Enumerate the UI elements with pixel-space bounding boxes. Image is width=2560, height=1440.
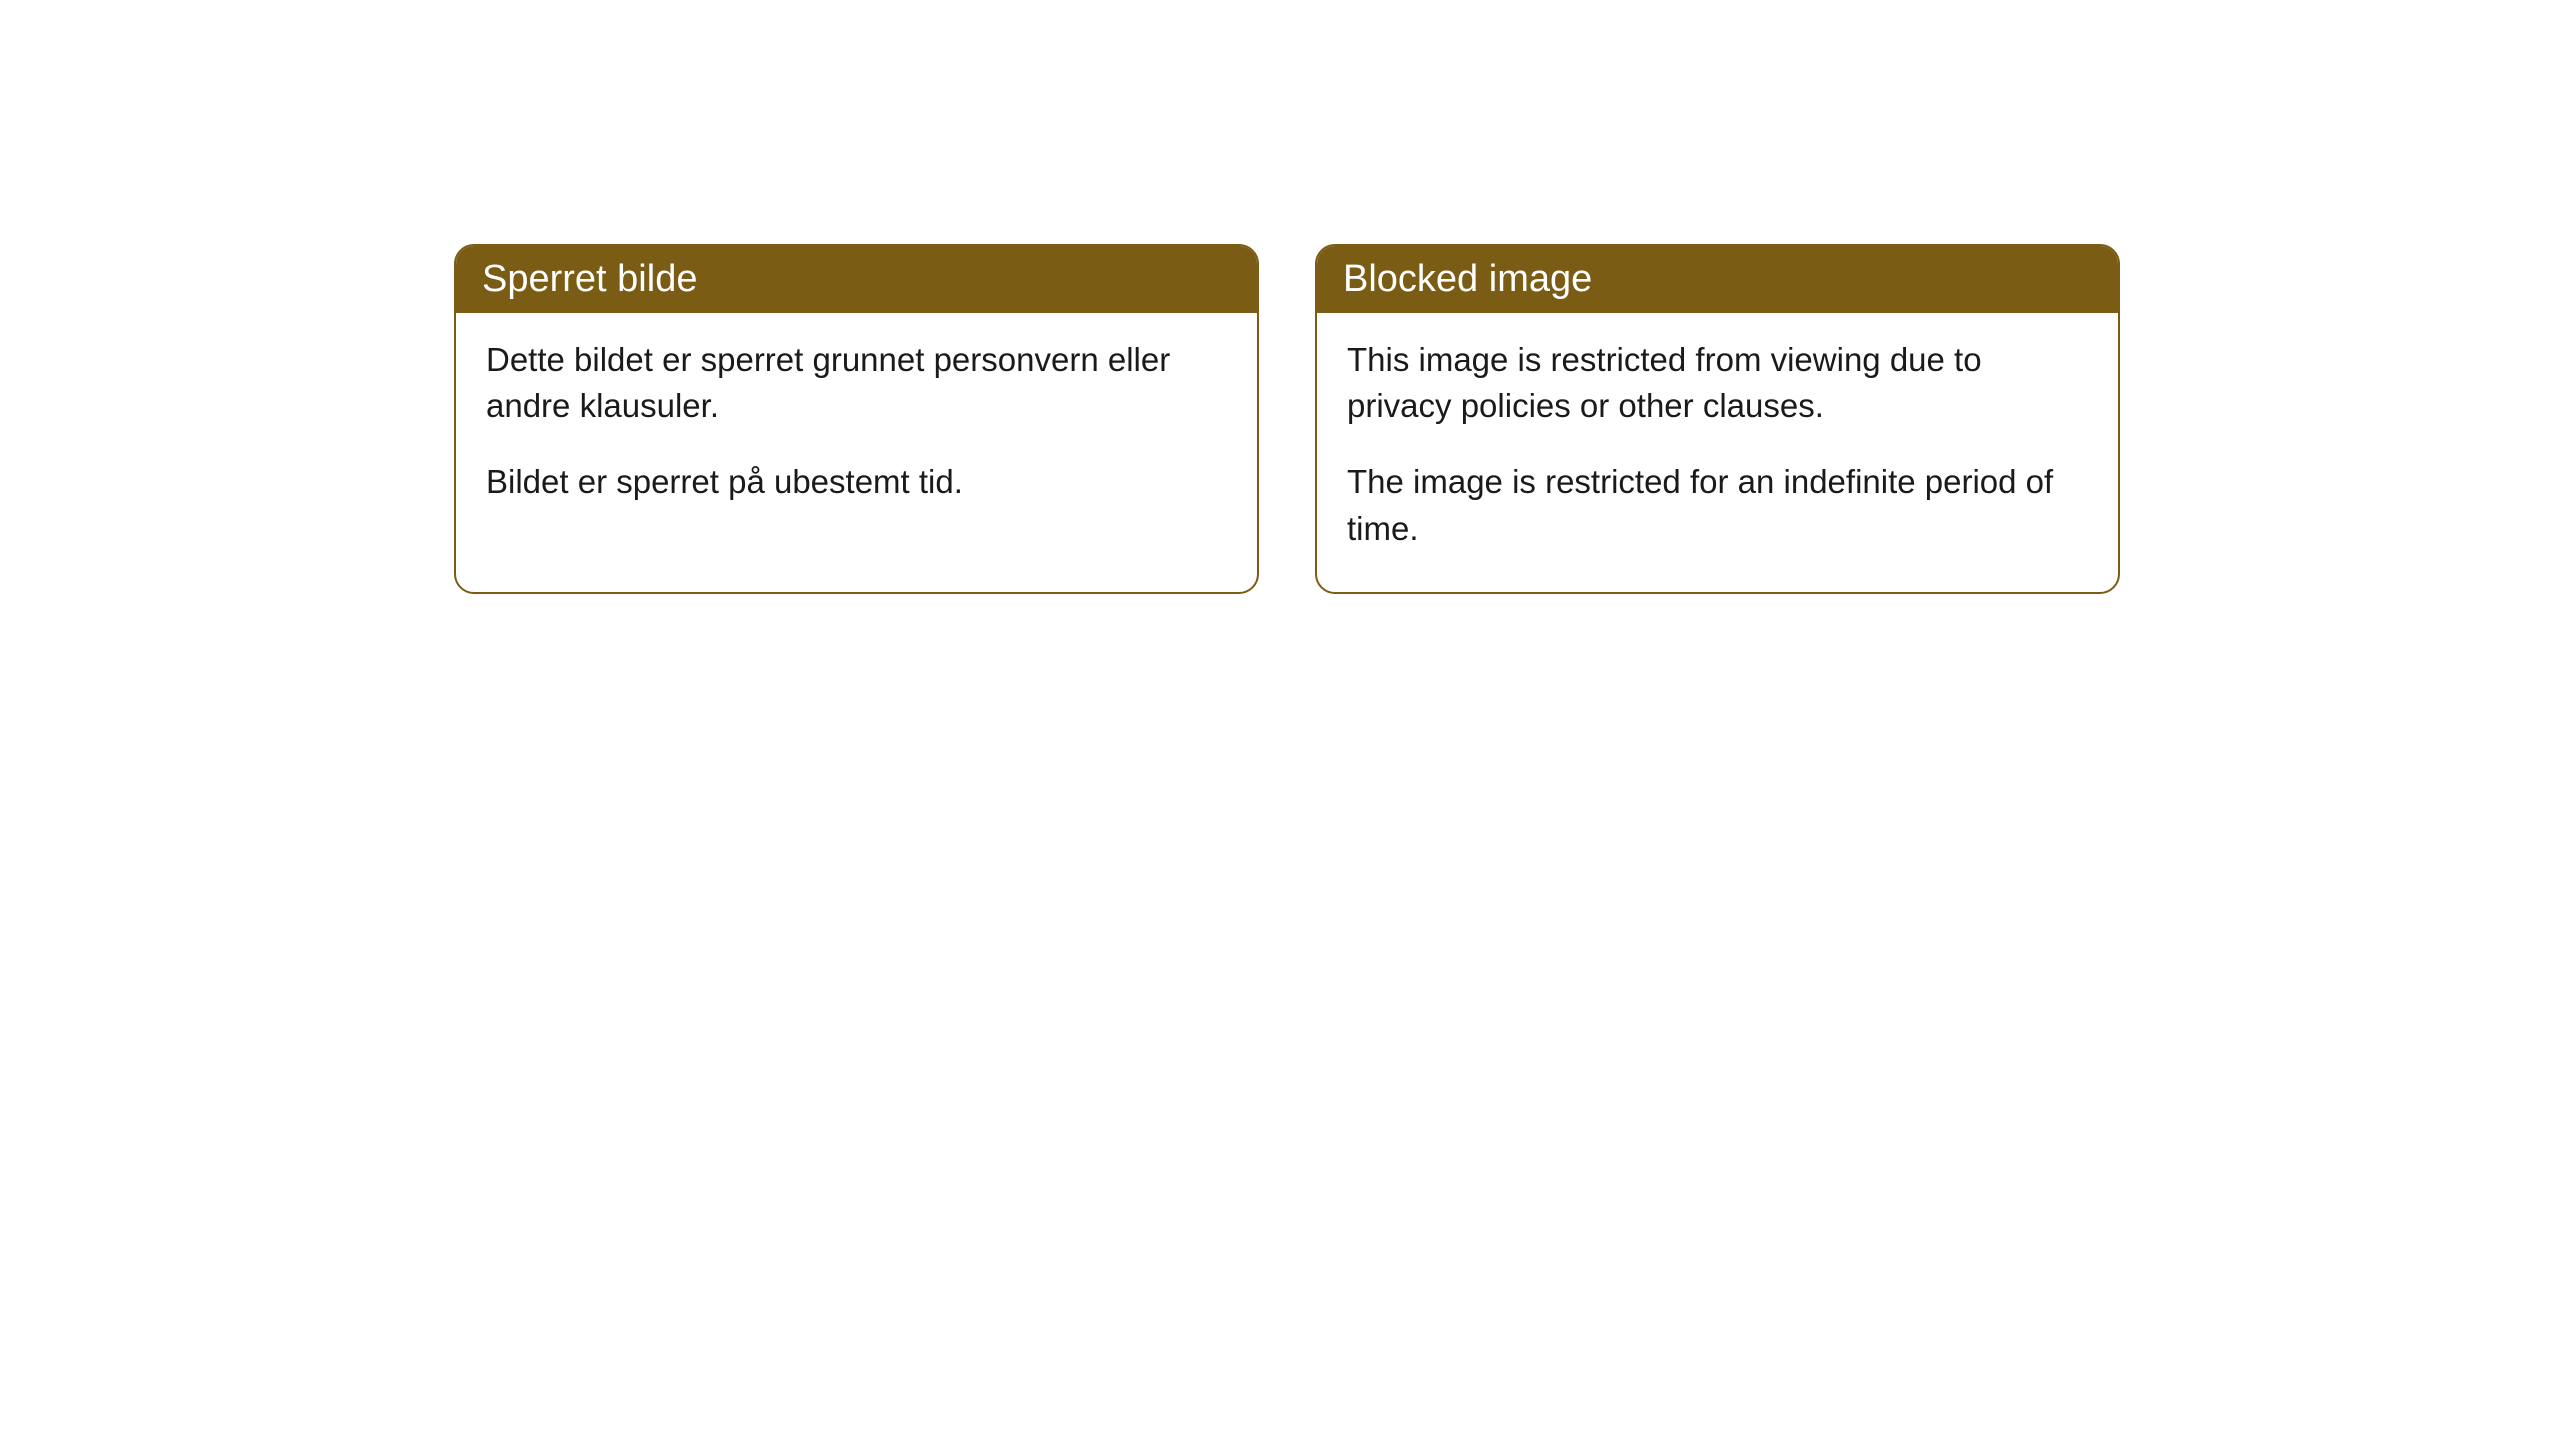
card-paragraph: Bildet er sperret på ubestemt tid. (486, 459, 1227, 505)
notice-card-english: Blocked image This image is restricted f… (1315, 244, 2120, 594)
notice-card-norwegian: Sperret bilde Dette bildet er sperret gr… (454, 244, 1259, 594)
card-paragraph: This image is restricted from viewing du… (1347, 337, 2088, 429)
card-paragraph: The image is restricted for an indefinit… (1347, 459, 2088, 551)
card-title: Blocked image (1343, 258, 1592, 300)
card-header-norwegian: Sperret bilde (456, 246, 1257, 313)
card-body-english: This image is restricted from viewing du… (1317, 313, 2118, 592)
card-title: Sperret bilde (482, 258, 697, 300)
notice-cards-container: Sperret bilde Dette bildet er sperret gr… (0, 0, 2560, 594)
card-body-norwegian: Dette bildet er sperret grunnet personve… (456, 313, 1257, 546)
card-header-english: Blocked image (1317, 246, 2118, 313)
card-paragraph: Dette bildet er sperret grunnet personve… (486, 337, 1227, 429)
